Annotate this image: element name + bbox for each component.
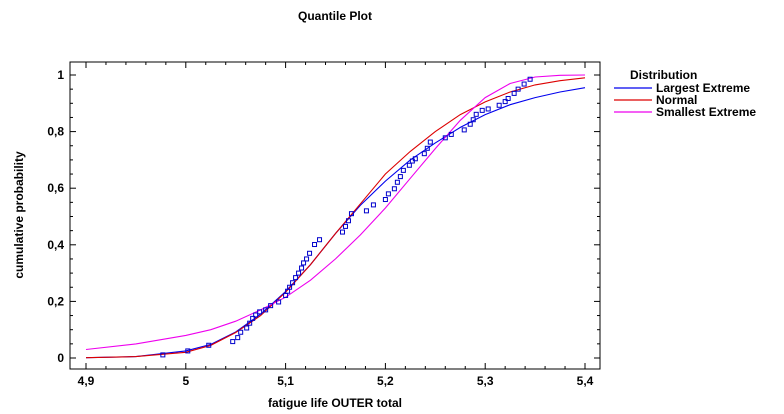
data-point [485,106,491,112]
smallest-extreme-curve [85,74,586,351]
data-point [527,76,533,82]
y-axis-ticks: 0 0,2 0,4 0,6 0,8 1 [47,68,600,365]
data-point [301,260,307,266]
data-point [400,167,406,173]
data-point [230,339,236,345]
x-tick-label: 5,3 [477,374,494,388]
data-point [206,342,212,348]
data-point [185,348,191,354]
data-point [421,151,427,157]
data-point [412,156,418,162]
data-point [382,197,388,203]
data-point [296,270,302,276]
x-tick-label: 5,4 [577,374,594,388]
data-point [515,86,521,92]
y-tick-label: 0,8 [47,125,64,139]
y-axis-label: cumulative probability [12,151,26,279]
data-point [496,102,502,108]
x-tick-label: 5 [182,374,189,388]
legend-label-largest-extreme: Largest Extreme [656,81,750,95]
plot-frame [69,61,601,370]
data-point [312,242,318,248]
data-point [470,117,476,123]
data-point [238,329,244,335]
normal-curve [85,77,586,359]
data-point [363,208,369,214]
data-point [448,131,454,137]
data-point [505,95,511,101]
data-point [521,81,527,87]
largest-extreme-curve [85,87,586,359]
data-point [385,191,391,197]
data-point [467,121,473,127]
y-tick-label: 0,2 [47,294,64,308]
data-point [293,275,299,281]
y-tick-label: 0,6 [47,181,64,195]
data-point [342,223,348,229]
legend: Distribution Largest ExtremeNormalSmalle… [614,68,756,119]
data-point [299,265,305,271]
data-point [391,186,397,192]
x-axis-label: fatigue life OUTER total [268,396,402,410]
data-point [247,320,253,326]
data-point [424,145,430,151]
data-point [479,107,485,113]
data-point [276,299,282,305]
y-tick-label: 1 [57,68,64,82]
data-point [370,202,376,208]
data-point [442,135,448,141]
data-point [244,325,250,331]
chart-title: Quantile Plot [298,9,372,23]
data-point [307,250,313,256]
legend-label-normal: Normal [656,93,697,107]
data-point [406,162,412,168]
data-point [317,237,323,243]
data-point [348,211,354,217]
x-tick-label: 5,1 [277,374,294,388]
data-point [345,218,351,224]
data-point [304,256,310,262]
data-point [253,312,259,318]
data-point [394,179,400,185]
distribution-curves [85,74,586,359]
data-point [511,90,517,96]
data-point [287,284,293,290]
legend-label-smallest-extreme: Smallest Extreme [656,105,756,119]
data-point [473,111,479,117]
observed-points [160,76,533,358]
data-point [502,99,508,105]
legend-title: Distribution [630,68,697,82]
data-point [160,352,166,358]
data-point [257,309,263,315]
data-point [250,315,256,321]
data-point [397,174,403,180]
data-point [339,229,345,235]
y-tick-label: 0 [57,351,64,365]
x-tick-label: 4,9 [78,374,95,388]
x-axis-ticks: 4,9 5 5,1 5,2 5,3 5,4 [78,62,594,388]
data-point [235,335,241,341]
data-point [461,127,467,133]
data-point [290,280,296,286]
data-point [263,307,269,313]
x-tick-label: 5,2 [377,374,394,388]
y-tick-label: 0,4 [47,238,64,252]
data-point [427,139,433,145]
data-point [268,303,274,309]
